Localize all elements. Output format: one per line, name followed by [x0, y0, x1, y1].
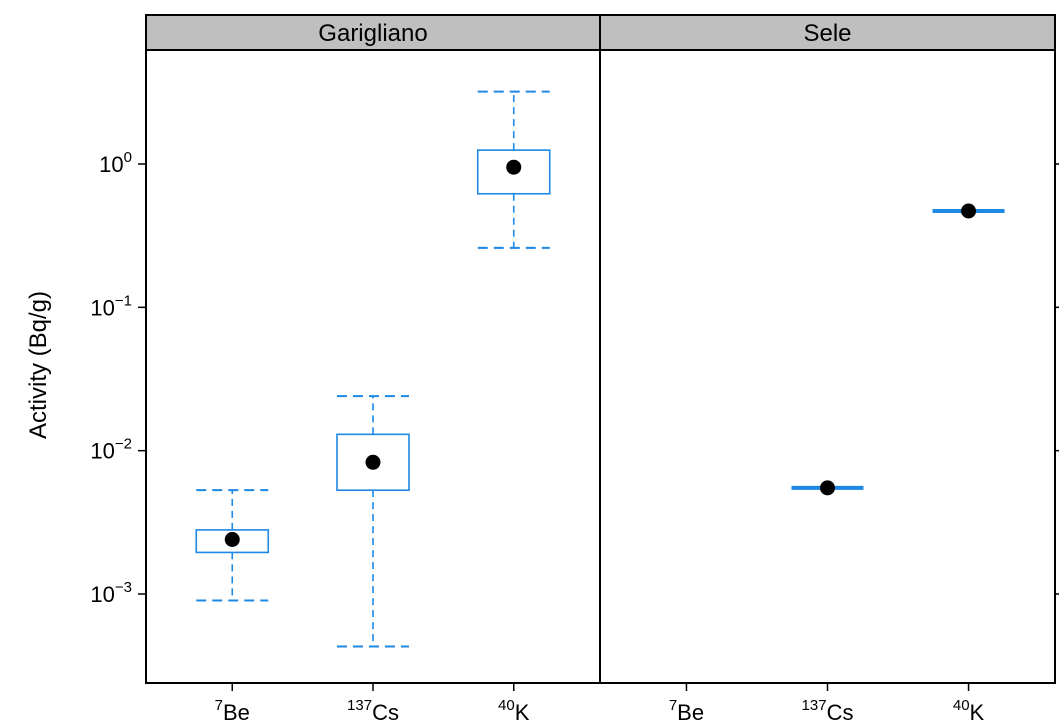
x-tick-label: 137Cs — [347, 697, 399, 725]
y-tick-label: 10−3 — [90, 579, 132, 607]
strip-bg — [599, 14, 1056, 51]
x-tick-label: 40K — [953, 697, 985, 725]
median-dot — [961, 203, 977, 219]
panel-strips: Garigliano Sele — [145, 14, 1056, 51]
y-tick-label: 10−1 — [90, 292, 132, 320]
strip-label: Garigliano — [318, 20, 427, 47]
panel-frame — [599, 49, 1056, 684]
strip-label: Sele — [803, 20, 851, 47]
median-dot — [224, 532, 240, 548]
box-marks — [195, 90, 1005, 648]
box-137Cs — [336, 395, 410, 648]
box-137Cs — [791, 480, 864, 496]
x-tick-label: 7Be — [215, 697, 250, 725]
strip-bg — [145, 14, 601, 51]
panel-frames — [145, 49, 1056, 684]
box-40K — [932, 203, 1005, 219]
median-dot — [820, 480, 835, 496]
y-axis-label: Activity (Bq/g) — [25, 291, 52, 439]
y-axis: 10−3 10−2 10−1 100 — [90, 149, 1059, 607]
box-40K — [476, 90, 551, 249]
x-tick-label: 137Cs — [802, 697, 854, 725]
box-7Be — [195, 489, 270, 602]
x-axis: 7Be 137Cs 40K 7Be 137Cs 40K — [215, 683, 985, 725]
x-tick-label: 40K — [498, 697, 530, 725]
y-tick-label: 100 — [99, 149, 132, 177]
median-dot — [506, 159, 522, 175]
x-tick-label: 7Be — [669, 697, 704, 725]
y-tick-label: 10−2 — [90, 436, 132, 464]
median-dot — [365, 454, 381, 470]
